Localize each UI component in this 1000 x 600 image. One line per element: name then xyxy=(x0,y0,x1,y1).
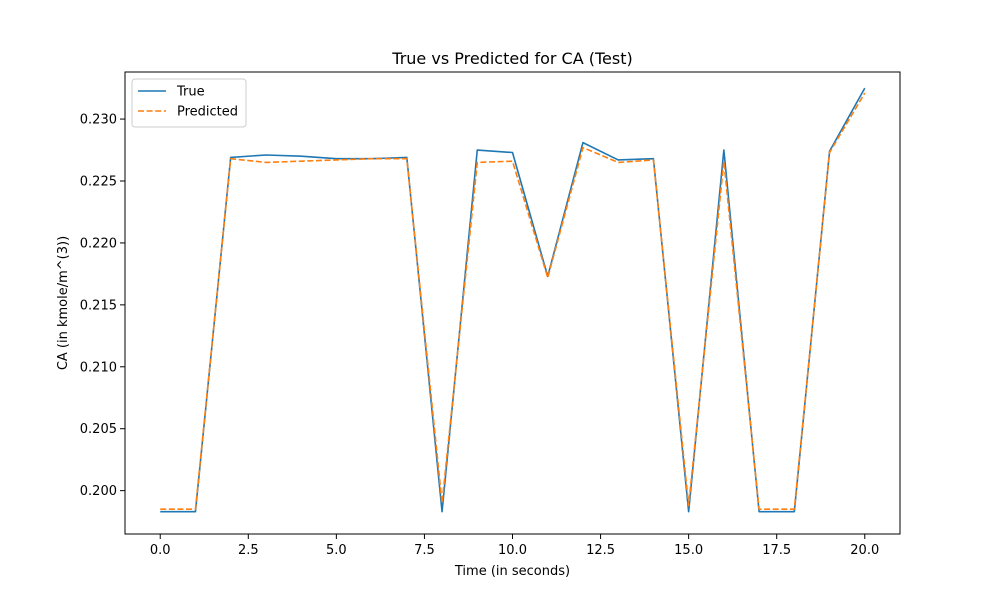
y-axis-label: CA (in kmole/m^(3)) xyxy=(56,236,71,370)
x-tick-label: 2.5 xyxy=(238,543,259,558)
chart-title: True vs Predicted for CA (Test) xyxy=(391,49,632,68)
legend: True Predicted xyxy=(131,78,247,128)
x-tick-label: 5.0 xyxy=(326,543,347,558)
x-axis-label: Time (in seconds) xyxy=(454,564,570,579)
y-tick-label: 0.225 xyxy=(80,174,117,189)
x-tick-label: 20.0 xyxy=(850,543,879,558)
x-tick-label: 17.5 xyxy=(762,543,791,558)
y-tick-label: 0.220 xyxy=(80,236,117,251)
legend-label-predicted: Predicted xyxy=(177,105,238,120)
x-tick-label: 7.5 xyxy=(414,543,435,558)
x-tick-label: 15.0 xyxy=(674,543,703,558)
y-tick-label: 0.200 xyxy=(80,484,117,499)
x-tick-label: 0.0 xyxy=(150,543,171,558)
series-line-predicted xyxy=(160,92,866,511)
y-tick-label: 0.210 xyxy=(80,360,117,375)
y-tick-label: 0.205 xyxy=(80,422,117,437)
axes-frame xyxy=(124,71,901,535)
x-tick-label: 10.0 xyxy=(498,543,527,558)
y-tick-label: 0.230 xyxy=(80,113,117,128)
legend-label-true: True xyxy=(176,85,205,100)
plot-area: 0.0 2.5 5.0 7.5 10.0 12.5 15.0 17.5 20.0 0.200 0.2… xyxy=(80,71,901,558)
y-tick-label: 0.215 xyxy=(80,298,117,313)
x-tick-label: 12.5 xyxy=(586,543,615,558)
